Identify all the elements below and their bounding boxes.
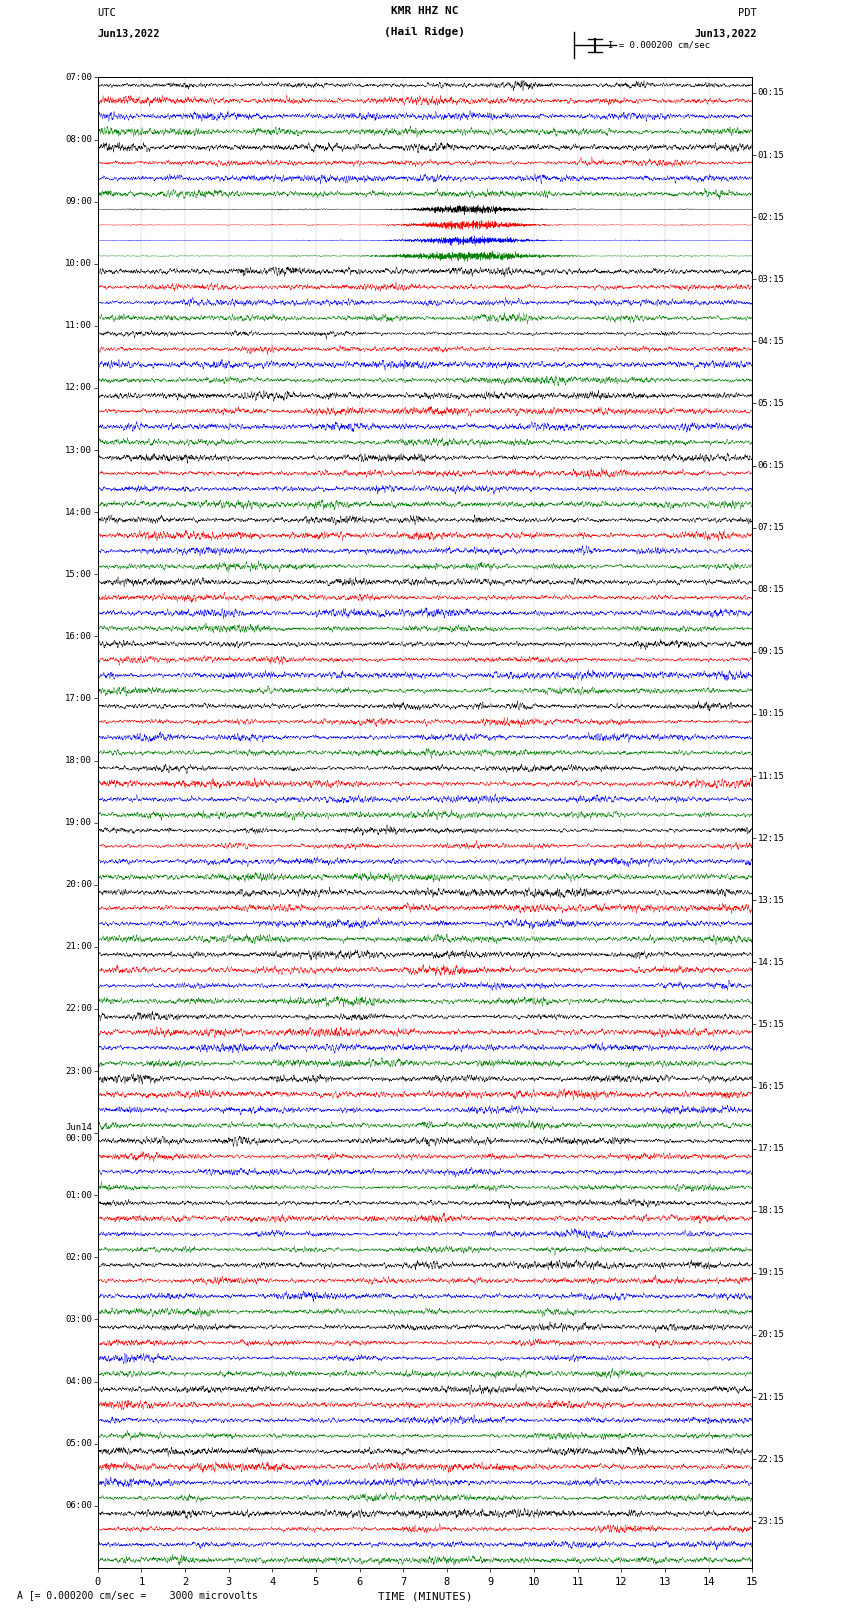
Text: UTC: UTC <box>98 8 116 18</box>
Text: Jun13,2022: Jun13,2022 <box>98 29 161 39</box>
Text: (Hail Ridge): (Hail Ridge) <box>384 27 466 37</box>
Text: PDT: PDT <box>738 8 756 18</box>
X-axis label: TIME (MINUTES): TIME (MINUTES) <box>377 1590 473 1602</box>
Text: I = 0.000200 cm/sec: I = 0.000200 cm/sec <box>608 40 710 50</box>
Text: KMR HHZ NC: KMR HHZ NC <box>391 6 459 16</box>
Text: A [= 0.000200 cm/sec =    3000 microvolts: A [= 0.000200 cm/sec = 3000 microvolts <box>17 1590 258 1600</box>
Text: Jun13,2022: Jun13,2022 <box>694 29 756 39</box>
